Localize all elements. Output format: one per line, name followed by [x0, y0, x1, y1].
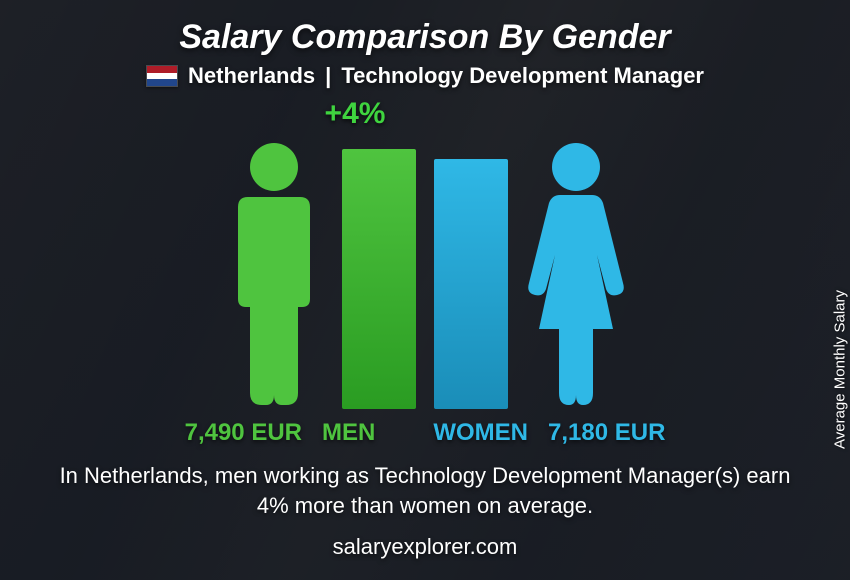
female-bar: [434, 159, 508, 409]
female-icon-col: [526, 139, 626, 409]
labels-row: 7,490 EUR MEN WOMEN 7,180 EUR: [185, 419, 666, 447]
male-icon-col: [224, 139, 324, 409]
male-label: MEN: [322, 419, 375, 447]
flag-stripe-bottom: [147, 79, 177, 86]
male-bar: [342, 149, 416, 409]
female-person-icon: [526, 139, 626, 409]
job-title-label: Technology Development Manager: [341, 63, 704, 89]
flag-stripe-top: [147, 66, 177, 73]
female-salary: 7,180 EUR: [548, 419, 665, 447]
netherlands-flag-icon: [146, 65, 178, 87]
separator: |: [325, 63, 331, 89]
page-title: Salary Comparison By Gender: [179, 18, 670, 57]
country-label: Netherlands: [188, 63, 315, 89]
chart-area: [224, 129, 626, 409]
female-label: WOMEN: [433, 419, 528, 447]
male-salary: 7,490 EUR: [185, 419, 302, 447]
male-person-icon: [224, 139, 324, 409]
description-text: In Netherlands, men working as Technolog…: [55, 461, 795, 520]
flag-stripe-middle: [147, 73, 177, 80]
footer-source: salaryexplorer.com: [333, 534, 518, 560]
y-axis-label: Average Monthly Salary: [832, 290, 849, 449]
subtitle-row: Netherlands | Technology Development Man…: [146, 63, 704, 89]
percent-difference: +4%: [325, 97, 386, 131]
